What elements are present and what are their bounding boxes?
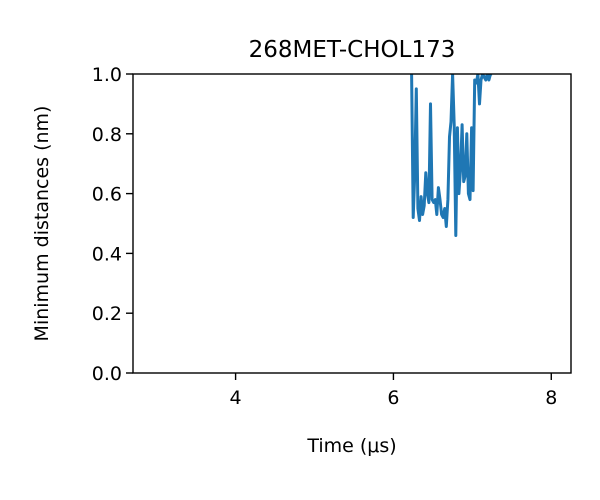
plot-frame [132, 73, 572, 374]
y-tick-label: 0.4 [92, 243, 122, 265]
y-axis: 0.0 0.2 0.4 0.6 0.8 1.0 [92, 64, 133, 385]
y-axis-label: Minimum distances (nm) [31, 106, 53, 342]
x-tick-label: 8 [545, 387, 557, 409]
x-tick-label: 6 [387, 387, 399, 409]
y-tick-label: 1.0 [92, 64, 122, 86]
x-axis: 4 6 8 [230, 373, 557, 409]
chart-title: 268MET-CHOL173 [249, 37, 456, 63]
x-axis-label: Time (μs) [306, 435, 396, 457]
y-tick-label: 0.6 [92, 184, 122, 206]
y-tick-label: 0.8 [92, 124, 122, 146]
y-tick-label: 0.0 [92, 363, 122, 385]
x-tick-label: 4 [230, 387, 242, 409]
series-line [410, 74, 493, 237]
y-tick-label: 0.2 [92, 303, 122, 325]
plot-area [132, 73, 572, 374]
